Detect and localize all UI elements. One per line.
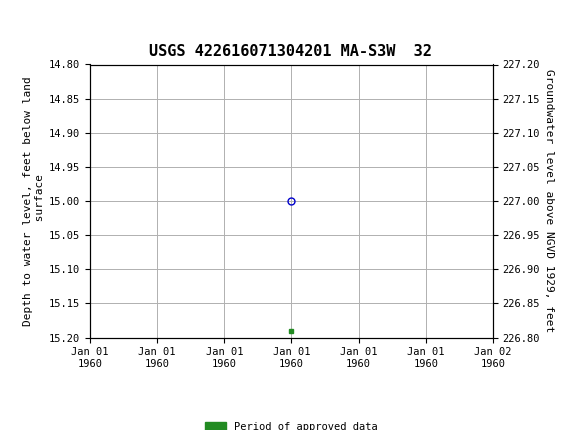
Text: USGS 422616071304201 MA-S3W  32: USGS 422616071304201 MA-S3W 32: [148, 44, 432, 59]
Y-axis label: Groundwater level above NGVD 1929, feet: Groundwater level above NGVD 1929, feet: [545, 69, 554, 333]
Y-axis label: Depth to water level, feet below land
 surface: Depth to water level, feet below land su…: [23, 76, 45, 326]
Legend: Period of approved data: Period of approved data: [201, 418, 382, 430]
Text: USGS: USGS: [22, 9, 77, 27]
Text: ≡: ≡: [3, 8, 19, 27]
